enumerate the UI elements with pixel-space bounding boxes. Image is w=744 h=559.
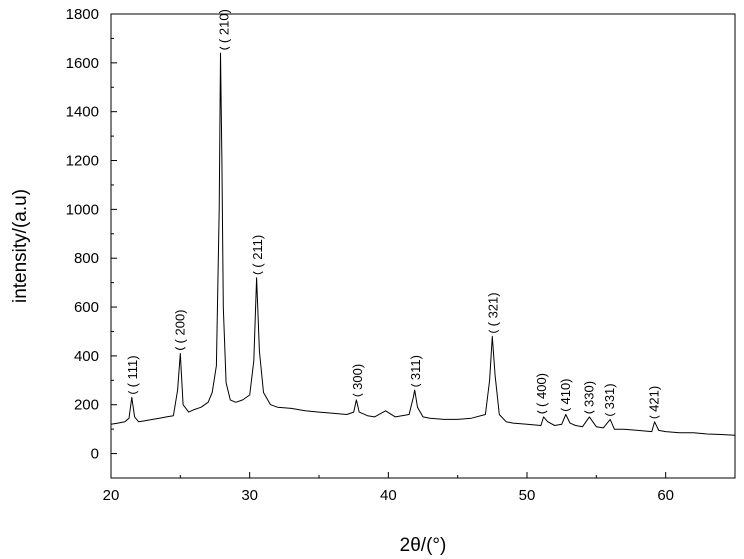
x-tick-label: 50	[519, 487, 536, 504]
y-tick-label: 1200	[66, 153, 99, 170]
peak-marker	[537, 411, 547, 413]
peak-annotation: 330)	[581, 381, 596, 413]
y-tick-label: 800	[74, 250, 99, 267]
peak-label: 331)	[602, 383, 617, 409]
peak-annotation: ( 321)	[486, 292, 501, 332]
peak-label: 300)	[350, 364, 365, 390]
x-axis-title: 2θ/(°)	[400, 535, 447, 556]
peak-annotation: ( 200)	[172, 309, 187, 349]
y-tick-label: 1800	[66, 6, 99, 23]
peak-annotation: 421)	[647, 386, 662, 418]
peak-label: 421)	[647, 386, 662, 412]
peak-annotation: 300)	[350, 364, 365, 396]
x-tick-label: 60	[657, 487, 674, 504]
peak-label: ( 210)	[217, 9, 232, 43]
peak-marker	[411, 384, 421, 386]
y-axis-title: intensity/(a.u)	[10, 189, 31, 303]
plot-frame	[111, 14, 735, 478]
peak-annotations: ( 111) ( 200) ( 210) ( 211) 300) 311) ( 321) ( …	[125, 9, 661, 418]
peak-label: ( 400)	[534, 373, 549, 407]
y-tick-label: 600	[74, 299, 99, 316]
axes	[111, 14, 735, 478]
y-tick-label: 200	[74, 397, 99, 414]
y-tick-label: 0	[91, 446, 99, 463]
peak-annotation: 410)	[558, 378, 573, 410]
peak-marker	[584, 411, 594, 413]
peak-marker	[605, 413, 615, 415]
peak-label: ( 321)	[486, 292, 501, 326]
x-tick-label: 30	[241, 487, 258, 504]
ticks: 2030405060020040060080010001200140016001…	[66, 6, 735, 504]
peak-annotation: ( 210)	[217, 9, 232, 49]
y-tick-label: 1400	[66, 104, 99, 121]
peak-marker	[220, 47, 230, 49]
peak-annotation: 331)	[602, 383, 617, 415]
peak-marker	[650, 416, 660, 418]
peak-marker	[353, 394, 363, 396]
peak-label: 311)	[408, 355, 423, 380]
y-tick-label: 400	[74, 348, 99, 365]
peak-label: ( 211)	[250, 235, 265, 268]
peak-annotation: ( 211)	[250, 235, 265, 274]
peak-label: 330)	[581, 381, 596, 407]
peak-marker	[561, 409, 571, 411]
y-tick-label: 1600	[66, 55, 99, 72]
peak-marker	[253, 272, 263, 274]
peak-marker	[175, 347, 185, 349]
peak-label: ( 111)	[125, 355, 140, 387]
peak-annotation: ( 111)	[125, 355, 140, 393]
peak-marker	[128, 391, 138, 393]
peak-marker	[489, 330, 499, 332]
y-tick-label: 1000	[66, 201, 99, 218]
peak-annotation: ( 400)	[534, 373, 549, 413]
peak-label: 410)	[558, 378, 573, 404]
peak-annotation: 311)	[408, 355, 423, 386]
x-tick-label: 20	[103, 487, 120, 504]
peak-label: ( 200)	[172, 309, 187, 343]
x-tick-label: 40	[380, 487, 397, 504]
